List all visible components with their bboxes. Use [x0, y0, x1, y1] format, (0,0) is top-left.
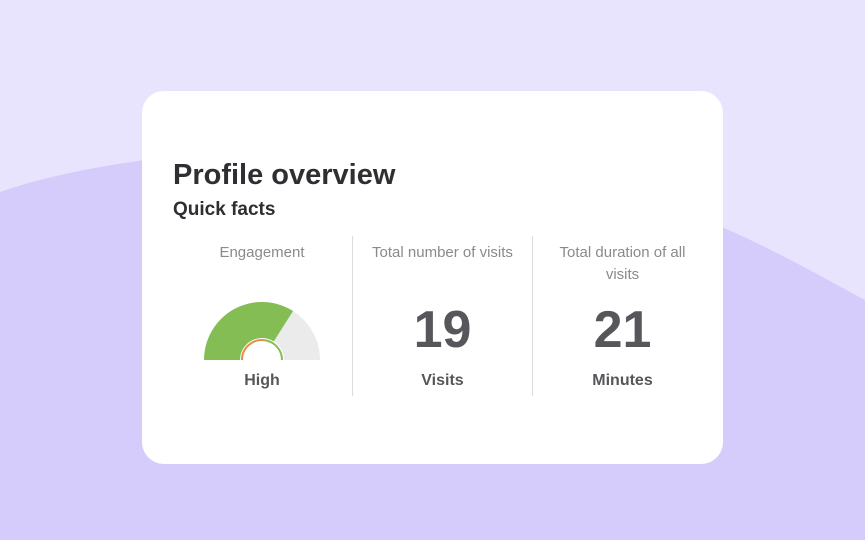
visits-unit: Visits — [421, 372, 464, 389]
stat-total-visits: Total number of visits 19 Visits — [352, 236, 532, 396]
quick-facts-row: Engagement High Total number of visits 1… — [172, 236, 712, 396]
engagement-gauge — [204, 302, 320, 361]
page-title: Profile overview — [173, 159, 396, 191]
section-subtitle: Quick facts — [173, 199, 276, 220]
engagement-level: High — [244, 372, 280, 389]
stat-engagement: Engagement High — [172, 236, 352, 396]
gauge-fill — [204, 302, 294, 360]
stat-total-duration: Total duration of all visits 21 Minutes — [532, 236, 712, 396]
stat-label-duration: Total duration of all visits — [559, 244, 686, 283]
stat-label-visits: Total number of visits — [372, 244, 513, 261]
gauge-inner-ring-orange — [241, 339, 266, 361]
gauge-inner-ring-green — [264, 339, 283, 361]
profile-overview-card: Profile overview Quick facts Engagement … — [142, 91, 723, 464]
duration-count: 21 — [593, 301, 652, 359]
duration-unit: Minutes — [592, 372, 653, 389]
stat-label-engagement: Engagement — [219, 244, 305, 261]
visits-count: 19 — [413, 301, 472, 359]
